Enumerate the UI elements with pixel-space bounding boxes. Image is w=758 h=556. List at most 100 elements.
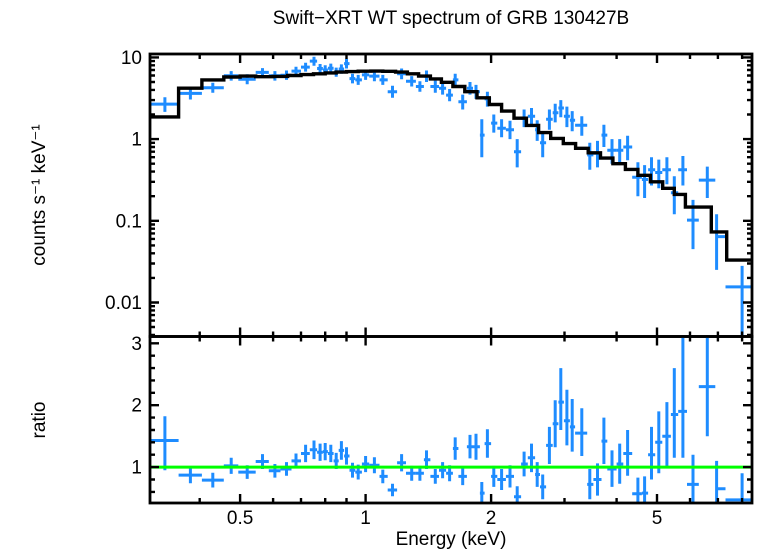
- spectrum-data-point: [623, 135, 633, 161]
- spectrum-data-point: [497, 119, 506, 138]
- spectrum-data-point: [514, 139, 522, 168]
- ratio-data-point: [452, 437, 459, 460]
- ratio-data-point: [514, 486, 522, 503]
- spectrum-data-point: [540, 131, 547, 158]
- ratio-data-point: [430, 469, 439, 484]
- spectrum-data-point: [406, 76, 416, 87]
- spectrum-data-point: [397, 68, 406, 80]
- spectrum-data-point: [150, 97, 179, 112]
- y-tick-label: 0.01: [105, 293, 142, 314]
- spectrum-data-point: [491, 114, 498, 133]
- ratio-data-point: [623, 430, 633, 476]
- spectrum-data-point: [698, 166, 716, 198]
- spectrum-data-point: [558, 100, 564, 118]
- ratio-data-point: [558, 368, 564, 430]
- spectrum-data-point: [415, 81, 424, 92]
- ratio-data-point: [317, 443, 323, 461]
- spectrum-data-point: [430, 80, 439, 93]
- x-tick-label: 0.5: [227, 508, 253, 529]
- ratio-data-point: [349, 462, 356, 478]
- ratio-data-point: [641, 476, 649, 503]
- ratio-data-point: [338, 441, 345, 460]
- ratio-data-point: [280, 462, 292, 476]
- y-tick-label: 1: [131, 458, 142, 479]
- spectrum-data-point: [458, 94, 467, 110]
- ratio-data-point: [497, 469, 506, 490]
- ratio-data-point: [698, 336, 716, 437]
- spectrum-data-point: [616, 139, 624, 164]
- ratio-data-point: [505, 465, 514, 488]
- spectrum-data-point: [575, 116, 588, 136]
- ratio-data-point: [178, 467, 202, 484]
- ratio-data-point: [301, 444, 310, 463]
- spectrum-data-point: [655, 159, 663, 189]
- model-line: [150, 69, 752, 262]
- ratio-data-point: [616, 443, 624, 484]
- ratio-data-point: [387, 483, 398, 497]
- ratio-data-point: [563, 389, 570, 446]
- ratio-data-point: [327, 444, 334, 463]
- ratio-data-point: [648, 426, 656, 480]
- ratio-data-point: [521, 451, 528, 477]
- spectrum-data-point: [546, 109, 553, 130]
- ratio-data-point: [439, 462, 447, 479]
- spectrum-data-point: [369, 71, 380, 82]
- spectrum-data-point: [552, 103, 559, 123]
- spectrum-data-point: [344, 58, 350, 69]
- ratio-data-point: [491, 465, 498, 487]
- spectrum-data-point: [662, 157, 671, 185]
- x-axis-label-energy: Energy (keV): [395, 529, 507, 550]
- spectrum-data-point: [349, 73, 356, 84]
- ratio-data-point: [466, 434, 473, 459]
- ratio-data-point: [473, 433, 480, 460]
- spectrum-data-point: [201, 82, 224, 93]
- y-tick-label: 10: [121, 48, 142, 69]
- ratio-data-point: [725, 473, 752, 503]
- spectrum-data-point: [715, 214, 726, 270]
- spectrum-data-point: [439, 82, 447, 95]
- spectrum-data-point: [641, 165, 649, 198]
- ratio-data-point: [655, 411, 663, 474]
- ratio-data-point: [670, 368, 679, 458]
- ratio-data-point: [552, 400, 559, 448]
- ratio-data-point: [397, 454, 406, 472]
- ratio-data-point: [587, 469, 594, 500]
- spectrum-data-point: [527, 108, 536, 126]
- spectrum-data-point: [725, 265, 752, 335]
- ratio-data-point: [540, 474, 547, 500]
- ratio-data-point: [687, 454, 699, 503]
- ratio-data-point: [379, 469, 388, 484]
- ratio-data-point: [569, 399, 576, 452]
- ratio-data-point: [546, 426, 553, 464]
- ratio-data-point: [344, 447, 350, 465]
- ratio-data-point: [575, 408, 588, 456]
- spectrum-data-point: [387, 85, 398, 98]
- spectrum-data-point: [379, 74, 388, 85]
- ratio-data-point: [309, 440, 318, 460]
- spectrum-data-point: [446, 89, 453, 102]
- spectrum-data-point: [452, 73, 459, 87]
- y-tick-label: 2: [131, 396, 142, 417]
- spectrum-data-point: [563, 106, 570, 128]
- ratio-data-point: [601, 417, 608, 464]
- ratio-data-point: [479, 482, 485, 503]
- y-tick-label: 3: [131, 334, 142, 355]
- ratio-data-point: [632, 477, 642, 503]
- ratio-data-point: [201, 472, 224, 488]
- spectrum-data-point: [601, 124, 608, 147]
- ratio-data-point: [369, 457, 380, 474]
- y-tick-label: 0.1: [116, 211, 142, 232]
- ratio-data-point: [484, 429, 492, 458]
- spectrum-data-point: [505, 120, 514, 140]
- spectrum-data-point: [317, 64, 323, 74]
- y-tick-label: 1: [131, 130, 142, 151]
- ratio-data-point: [458, 467, 467, 486]
- ratio-data-point: [678, 336, 687, 458]
- ratio-data-point: [150, 416, 179, 471]
- spectrum-data-point: [632, 162, 642, 197]
- spectrum-data-point: [479, 119, 485, 158]
- spectrum-data-point: [301, 62, 310, 72]
- x-tick-label: 2: [486, 508, 497, 529]
- ratio-panel-frame: [148, 335, 754, 505]
